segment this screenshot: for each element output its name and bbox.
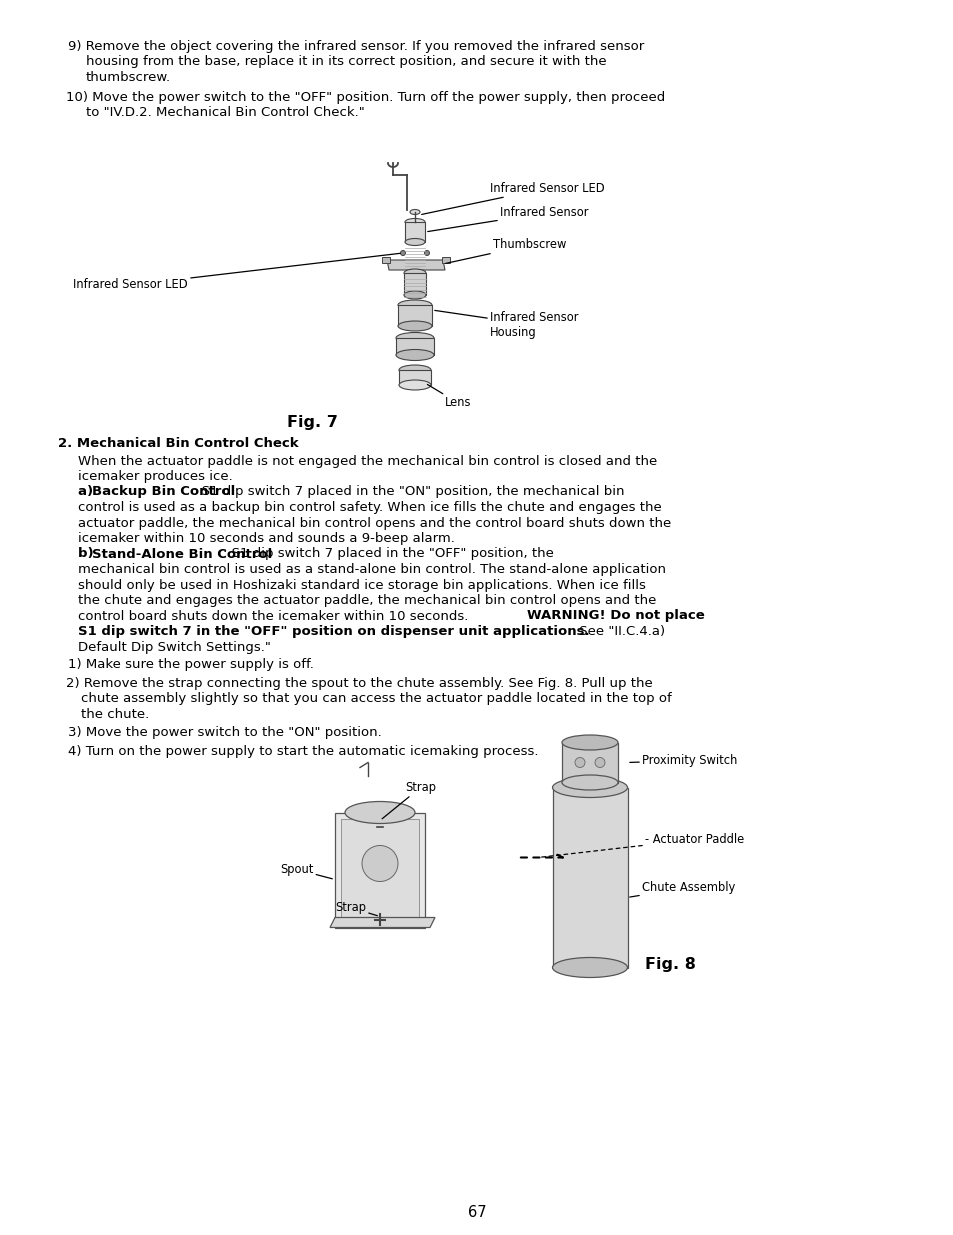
Bar: [553, 788, 627, 967]
Ellipse shape: [395, 332, 434, 343]
Text: Chute Assembly: Chute Assembly: [629, 881, 735, 897]
Ellipse shape: [410, 210, 419, 215]
Text: should only be used in Hoshizaki standard ice storage bin applications. When ice: should only be used in Hoshizaki standar…: [78, 578, 645, 592]
Bar: [561, 742, 618, 783]
Text: Spout: Spout: [280, 863, 332, 879]
Ellipse shape: [552, 957, 627, 977]
Ellipse shape: [397, 300, 432, 310]
Text: 2. Mechanical Bin Control Check: 2. Mechanical Bin Control Check: [58, 437, 298, 450]
Bar: [381, 257, 390, 263]
Text: See "II.C.4.a): See "II.C.4.a): [575, 625, 664, 638]
Bar: [397, 305, 432, 326]
Text: 9) Remove the object covering the infrared sensor. If you removed the infrared s: 9) Remove the object covering the infrar…: [68, 40, 643, 53]
Text: Fig. 7: Fig. 7: [287, 415, 337, 430]
Text: actuator paddle, the mechanical bin control opens and the control board shuts do: actuator paddle, the mechanical bin cont…: [78, 516, 671, 530]
Text: Backup Bin Control: Backup Bin Control: [91, 485, 235, 499]
Circle shape: [595, 757, 604, 767]
Ellipse shape: [403, 291, 426, 299]
Text: Fig. 8: Fig. 8: [644, 957, 695, 972]
Polygon shape: [387, 261, 444, 270]
Ellipse shape: [405, 238, 424, 246]
Bar: [340, 819, 418, 921]
Ellipse shape: [395, 350, 434, 361]
Text: Infrared Sensor: Infrared Sensor: [427, 206, 588, 231]
Text: chute assembly slightly so that you can access the actuator paddle located in th: chute assembly slightly so that you can …: [81, 692, 671, 705]
Text: Proximity Switch: Proximity Switch: [629, 755, 737, 767]
Ellipse shape: [403, 269, 426, 277]
Text: 1) Make sure the power supply is off.: 1) Make sure the power supply is off.: [68, 658, 314, 671]
Text: mechanical bin control is used as a stand-alone bin control. The stand-alone app: mechanical bin control is used as a stan…: [78, 563, 665, 576]
Text: Strap: Strap: [335, 902, 377, 915]
Text: icemaker within 10 seconds and sounds a 9-beep alarm.: icemaker within 10 seconds and sounds a …: [78, 532, 455, 545]
Text: : S1 dip switch 7 placed in the "ON" position, the mechanical bin: : S1 dip switch 7 placed in the "ON" pos…: [193, 485, 624, 499]
Ellipse shape: [561, 735, 618, 750]
Text: 2) Remove the strap connecting the spout to the chute assembly. See Fig. 8. Pull: 2) Remove the strap connecting the spout…: [66, 677, 652, 689]
Text: thumbscrew.: thumbscrew.: [86, 70, 171, 84]
Ellipse shape: [345, 802, 415, 824]
Text: 4) Turn on the power supply to start the automatic icemaking process.: 4) Turn on the power supply to start the…: [68, 745, 537, 757]
Ellipse shape: [398, 366, 431, 375]
Text: Thumbscrew: Thumbscrew: [445, 238, 566, 263]
Text: S1 dip switch 7 in the "OFF" position on dispenser unit applications.: S1 dip switch 7 in the "OFF" position on…: [78, 625, 589, 638]
Text: Stand-Alone Bin Control: Stand-Alone Bin Control: [91, 547, 272, 561]
Ellipse shape: [561, 776, 618, 790]
Text: the chute.: the chute.: [81, 708, 149, 720]
Circle shape: [424, 251, 429, 256]
Ellipse shape: [405, 219, 424, 226]
Text: 10) Move the power switch to the "OFF" position. Turn off the power supply, then: 10) Move the power switch to the "OFF" p…: [66, 90, 664, 104]
Text: WARNING! Do not place: WARNING! Do not place: [526, 610, 704, 622]
Text: to "IV.D.2. Mechanical Bin Control Check.": to "IV.D.2. Mechanical Bin Control Check…: [86, 106, 364, 119]
Text: Infrared Sensor
Housing: Infrared Sensor Housing: [435, 310, 578, 338]
Circle shape: [400, 251, 405, 256]
Ellipse shape: [398, 380, 431, 390]
Text: : S1 dip switch 7 placed in the "OFF" position, the: : S1 dip switch 7 placed in the "OFF" po…: [223, 547, 554, 561]
Text: Infrared Sensor LED: Infrared Sensor LED: [421, 182, 604, 215]
Ellipse shape: [397, 321, 432, 331]
Text: Strap: Strap: [382, 781, 436, 819]
Ellipse shape: [552, 778, 627, 798]
Text: 3) Move the power switch to the "ON" position.: 3) Move the power switch to the "ON" pos…: [68, 726, 381, 739]
Bar: [395, 338, 434, 354]
Bar: [405, 222, 424, 242]
Polygon shape: [330, 918, 435, 927]
Text: Lens: Lens: [427, 384, 471, 410]
Bar: [441, 257, 450, 263]
Circle shape: [361, 846, 397, 882]
Text: b): b): [78, 547, 98, 561]
Text: Default Dip Switch Settings.": Default Dip Switch Settings.": [78, 641, 271, 653]
Text: the chute and engages the actuator paddle, the mechanical bin control opens and : the chute and engages the actuator paddl…: [78, 594, 656, 606]
Text: a): a): [78, 485, 97, 499]
Text: control is used as a backup bin control safety. When ice fills the chute and eng: control is used as a backup bin control …: [78, 501, 661, 514]
Text: housing from the base, replace it in its correct position, and secure it with th: housing from the base, replace it in its…: [86, 56, 606, 68]
Text: - Actuator Paddle: - Actuator Paddle: [540, 832, 743, 857]
FancyBboxPatch shape: [335, 813, 424, 927]
Text: control board shuts down the icemaker within 10 seconds.: control board shuts down the icemaker wi…: [78, 610, 472, 622]
Text: When the actuator paddle is not engaged the mechanical bin control is closed and: When the actuator paddle is not engaged …: [78, 454, 657, 468]
Text: Infrared Sensor LED: Infrared Sensor LED: [73, 253, 400, 291]
Bar: [398, 370, 431, 385]
Circle shape: [575, 757, 584, 767]
Text: 67: 67: [467, 1205, 486, 1220]
Text: icemaker produces ice.: icemaker produces ice.: [78, 471, 233, 483]
Bar: [403, 273, 426, 295]
